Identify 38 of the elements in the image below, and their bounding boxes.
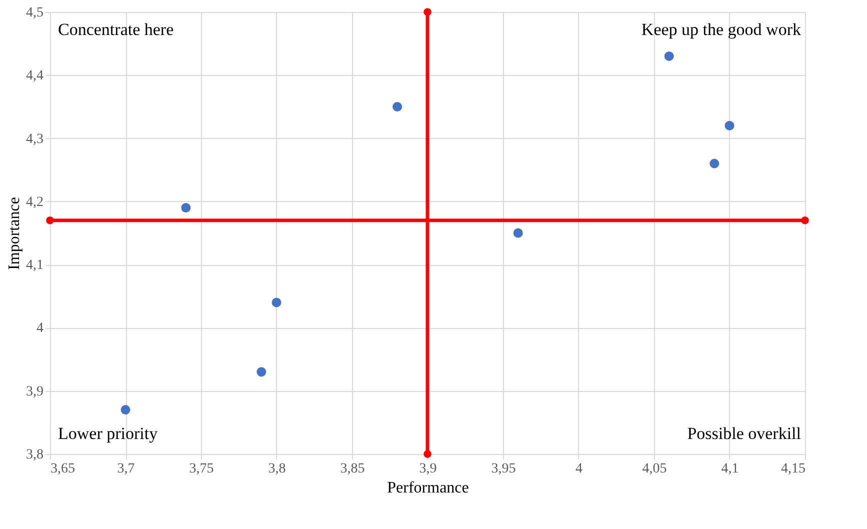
y-tick-label: 4,5 xyxy=(26,6,44,20)
y-tick-label: 4,1 xyxy=(26,258,44,274)
y-tick-label: 4 xyxy=(36,321,44,336)
x-tick-label: 3,75 xyxy=(189,462,214,476)
y-tick-label: 3,8 xyxy=(26,448,44,462)
x-tick-label: 3,9 xyxy=(419,462,437,476)
annotation: Lower priority xyxy=(58,424,158,443)
x-tick-label: 3,65 xyxy=(50,462,75,476)
x-tick-label: 3,85 xyxy=(340,462,365,476)
annotation: Possible overkill xyxy=(687,424,802,443)
point xyxy=(724,120,734,130)
y-tick-label: 4,3 xyxy=(26,132,44,147)
point xyxy=(272,298,282,308)
y-tick-label: 4,2 xyxy=(26,194,44,210)
y-tick-label: 4,4 xyxy=(26,68,44,84)
x-tick-label: 4,15 xyxy=(781,462,806,476)
x-axis-title: Performance xyxy=(387,480,469,496)
x-tick-label: 3,95 xyxy=(491,462,516,476)
x-tick-label: 4,05 xyxy=(642,462,667,476)
point xyxy=(181,203,191,212)
point xyxy=(120,405,130,415)
point xyxy=(256,367,266,377)
point xyxy=(710,158,720,168)
x-tick-label: 3,8 xyxy=(268,462,286,476)
x-tick-label: 3,7 xyxy=(117,462,135,476)
point xyxy=(424,8,432,16)
point xyxy=(424,450,432,458)
annotation: Keep up the good work xyxy=(641,20,802,39)
point xyxy=(46,216,54,224)
point xyxy=(801,216,809,224)
y-tick-label: 3,9 xyxy=(26,384,44,400)
point xyxy=(513,228,523,238)
point xyxy=(392,102,402,112)
point xyxy=(664,51,674,61)
x-tick-label: 4 xyxy=(576,462,582,476)
x-tick-label: 4,1 xyxy=(721,462,739,476)
annotation: Concentrate here xyxy=(58,20,174,39)
y-axis-title: Importance xyxy=(6,197,23,270)
